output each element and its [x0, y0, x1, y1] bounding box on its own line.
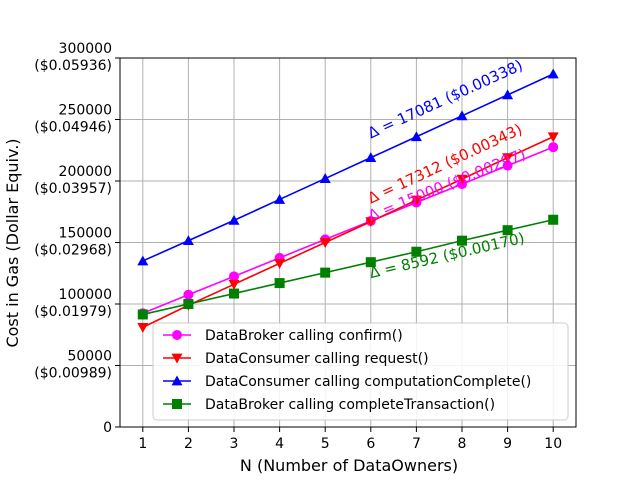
legend-marker	[171, 375, 183, 386]
y-tick-label-line: 150000	[59, 226, 112, 242]
axes: 1 2 3 4 5 6 7 8 9 10 0 50000 ($0.00989) 100000 ($0.019…	[34, 41, 577, 452]
y-tick-label: 250000 ($0.04946)	[34, 103, 112, 136]
series-line	[142, 218, 554, 316]
legend-item: DataConsumer calling request()	[163, 351, 429, 367]
data-point	[410, 195, 422, 206]
legend: DataBroker calling confirm() DataConsumer…	[152, 322, 569, 421]
data-point	[547, 132, 559, 143]
legend-label: DataConsumer calling computationComplete…	[205, 374, 531, 390]
y-tick-label-line: ($0.02968)	[34, 243, 112, 259]
x-tick-label: 3	[230, 436, 239, 452]
x-tick-label: 4	[275, 436, 284, 452]
legend-label: DataBroker calling confirm()	[205, 328, 403, 344]
legend-box	[152, 322, 569, 421]
y-tick-label: 100000 ($0.01979)	[34, 287, 112, 320]
series-layer	[137, 68, 559, 333]
y-tick-label-line: 200000	[59, 164, 112, 180]
legend-item: DataBroker calling confirm()	[163, 328, 403, 344]
series-line	[142, 146, 554, 314]
data-point	[365, 152, 377, 163]
data-point	[274, 278, 285, 289]
data-point	[502, 225, 513, 236]
data-point	[456, 110, 468, 121]
data-point	[365, 217, 377, 228]
x-tick-label: 8	[458, 436, 467, 452]
y-tick-label: 150000 ($0.02968)	[34, 226, 112, 259]
data-point	[182, 235, 194, 246]
data-point	[319, 238, 331, 248]
data-point	[228, 279, 240, 290]
y-tick-label-line: ($0.05936)	[34, 58, 112, 74]
y-tick-label-line: 250000	[59, 103, 112, 119]
series-3	[137, 214, 559, 320]
y-tick-label-line: ($0.01979)	[34, 304, 112, 320]
data-point	[456, 174, 468, 185]
y-tick-label: 0	[103, 420, 112, 436]
data-point	[183, 289, 194, 300]
data-point	[547, 68, 559, 79]
data-point	[410, 131, 422, 142]
legend-item: DataConsumer calling computationComplete…	[163, 374, 531, 390]
x-tick-label: 1	[138, 436, 147, 452]
y-tick-label-line: ($0.00989)	[34, 366, 112, 382]
y-tick-label: 300000 ($0.05936)	[34, 41, 112, 74]
y-tick-label-line: ($0.04946)	[34, 120, 112, 136]
legend-item: DataBroker calling completeTransaction()	[163, 397, 495, 413]
y-tick-label-line: 300000	[59, 41, 112, 57]
data-point	[137, 322, 149, 333]
data-point	[548, 214, 559, 225]
x-tick-label: 6	[366, 436, 375, 452]
legend-label: DataBroker calling completeTransaction()	[205, 397, 495, 413]
y-tick-label-line: 100000	[59, 287, 112, 303]
data-point	[274, 259, 286, 269]
data-point	[502, 153, 514, 164]
data-point	[502, 160, 513, 171]
legend-marker	[171, 353, 183, 364]
data-point	[457, 235, 467, 246]
y-tick-label-line: 50000	[67, 349, 112, 365]
data-point	[411, 246, 422, 257]
delta-annotation: Δ = 8592 ($0.00170)	[368, 229, 527, 282]
series-2	[137, 68, 559, 266]
data-point	[548, 142, 559, 153]
data-point	[183, 299, 194, 309]
x-tick-label: 2	[184, 436, 193, 452]
data-point	[137, 255, 149, 266]
series-1	[137, 132, 559, 333]
y-tick-label: 50000 ($0.00989)	[34, 349, 112, 382]
plot-frame	[119, 57, 577, 428]
x-tick-label: 10	[544, 436, 562, 452]
x-tick-label: 5	[321, 436, 330, 452]
y-tick-label: 200000 ($0.03957)	[34, 164, 112, 197]
legend-marker	[172, 330, 182, 340]
series-line	[142, 135, 554, 329]
x-tick-label: 7	[412, 436, 421, 452]
data-point	[137, 309, 148, 320]
data-point	[502, 89, 514, 100]
data-point	[319, 173, 331, 183]
x-tick-label: 9	[503, 436, 512, 452]
data-point	[320, 267, 331, 278]
data-point	[228, 214, 240, 225]
annotations: Δ = 15000 ($0.00297)Δ = 17312 ($0.00343)…	[365, 56, 528, 282]
data-point	[365, 257, 376, 268]
series-line	[142, 73, 554, 262]
legend-label: DataConsumer calling request()	[205, 351, 429, 367]
legend-marker	[172, 399, 182, 409]
y-tick-label-line: ($0.03957)	[34, 181, 112, 197]
x-axis-title: N (Number of DataOwners)	[240, 456, 458, 475]
data-point	[274, 193, 286, 204]
y-axis-title: Cost in Gas (Dollar Equiv.)	[3, 138, 22, 347]
data-point	[229, 288, 239, 299]
data-point	[229, 271, 239, 282]
